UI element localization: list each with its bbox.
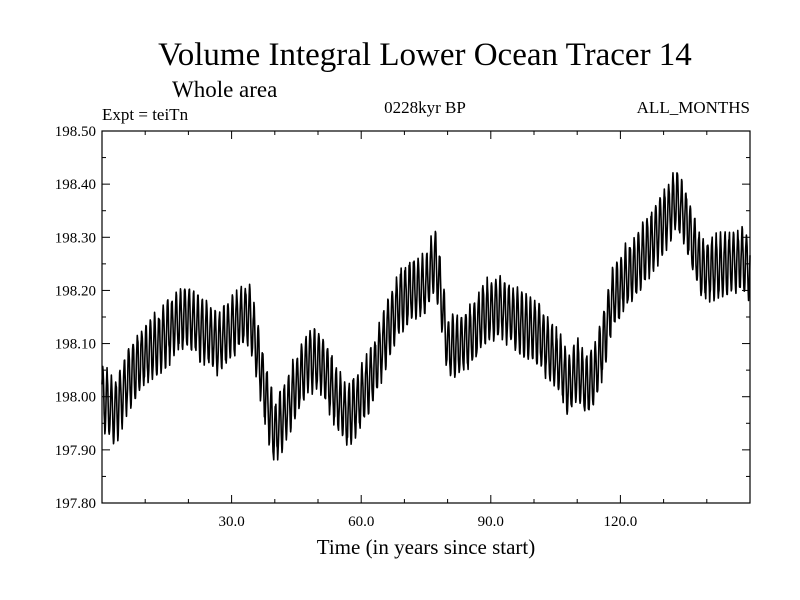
y-tick-label: 197.90	[55, 443, 96, 459]
x-tick-label: 120.0	[604, 514, 638, 530]
y-tick-label: 198.10	[55, 337, 96, 353]
y-tick-label: 198.00	[55, 390, 96, 406]
x-tick-label: 90.0	[478, 514, 504, 530]
y-tick-label: 198.20	[55, 283, 96, 299]
y-tick-label: 198.40	[55, 177, 96, 193]
series-line	[101, 171, 751, 461]
x-axis-label: Time (in years since start)	[317, 535, 536, 559]
experiment-label: Expt = teiTn	[102, 105, 189, 124]
period-label: 0228kyr BP	[384, 98, 466, 117]
months-label: ALL_MONTHS	[637, 98, 750, 117]
y-tick-label: 198.30	[55, 230, 96, 246]
x-tick-label: 60.0	[348, 514, 374, 530]
y-tick-label: 197.80	[55, 496, 96, 512]
x-tick-label: 30.0	[218, 514, 244, 530]
chart-title: Volume Integral Lower Ocean Tracer 14	[158, 37, 692, 73]
y-tick-label: 198.50	[55, 124, 96, 140]
plot-frame	[101, 130, 751, 504]
chart-subtitle: Whole area	[172, 77, 277, 102]
